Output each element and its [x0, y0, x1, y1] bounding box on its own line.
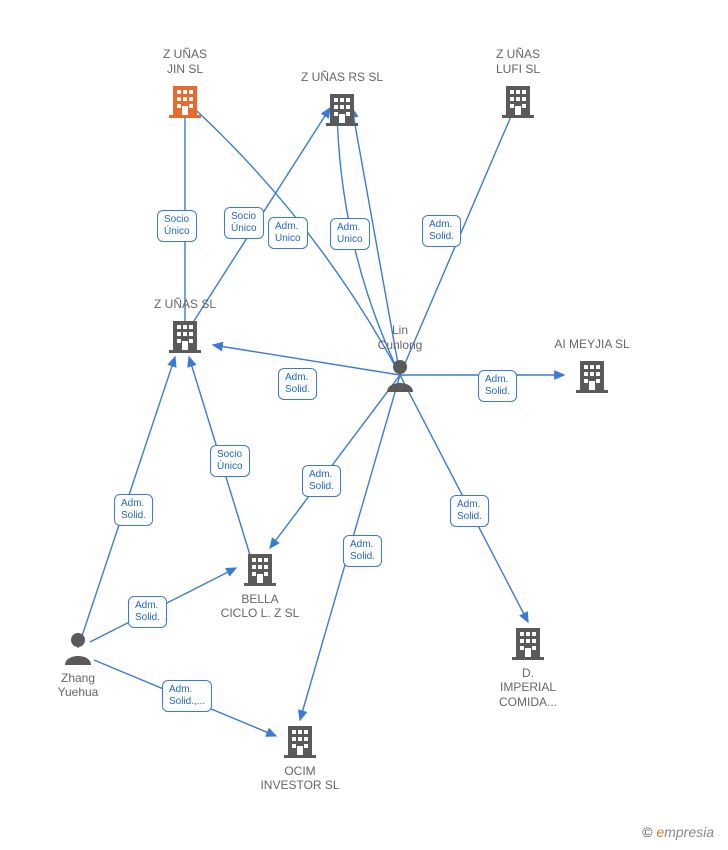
node-label: AI MEYJIA SL: [554, 337, 629, 351]
building-icon: [500, 82, 536, 118]
edge-label: Socio Único: [224, 207, 264, 239]
node-ocim[interactable]: OCIM INVESTOR SL: [260, 722, 339, 793]
edge-label: Adm. Solid.: [128, 596, 167, 628]
building-icon: [510, 624, 546, 660]
diagram-canvas: Z UÑAS JIN SL Z UÑAS RS SL Z UÑAS LUFI S…: [0, 0, 728, 850]
node-bella[interactable]: BELLA CICLO L. Z SL: [221, 550, 300, 621]
node-zhang[interactable]: Zhang Yuehua: [58, 631, 99, 700]
node-label: Z UÑAS JIN SL: [163, 47, 207, 76]
node-label: D. IMPERIAL COMIDA...: [499, 666, 557, 709]
copyright-symbol: ©: [642, 824, 652, 840]
building-icon: [242, 550, 278, 586]
edge: [270, 375, 400, 548]
node-label: Zhang Yuehua: [58, 671, 99, 700]
node-aimeyjia[interactable]: AI MEYJIA SL: [554, 337, 629, 393]
node-zunas_rs[interactable]: Z UÑAS RS SL: [301, 70, 383, 126]
node-label: Z UÑAS SL: [154, 297, 216, 311]
edge-label: Adm. Solid.,...: [162, 680, 212, 712]
building-icon: [167, 82, 203, 118]
edge-label: Socio Único: [210, 445, 250, 477]
building-icon: [167, 317, 203, 353]
building-icon: [574, 357, 610, 393]
node-label: OCIM INVESTOR SL: [260, 764, 339, 793]
node-label: Z UÑAS RS SL: [301, 70, 383, 84]
edge-label: Adm. Unico: [330, 218, 370, 250]
building-icon: [324, 90, 360, 126]
edge-label: Adm. Solid.: [422, 215, 461, 247]
node-zunas_lufi[interactable]: Z UÑAS LUFI SL: [496, 47, 540, 118]
edge-label: Adm. Solid.: [278, 368, 317, 400]
node-zunas[interactable]: Z UÑAS SL: [154, 297, 216, 353]
edge-label: Adm. Solid.: [478, 370, 517, 402]
building-icon: [282, 722, 318, 758]
node-zunas_jin[interactable]: Z UÑAS JIN SL: [163, 47, 207, 118]
edge-label: Adm. Unico: [268, 217, 308, 249]
edge-label: Adm. Solid.: [302, 465, 341, 497]
node-label: Lin Cunlong: [378, 323, 423, 352]
brand-rest: mpresia: [664, 824, 714, 840]
person-icon: [63, 631, 93, 665]
node-lin[interactable]: Lin Cunlong: [378, 323, 423, 392]
edges-layer: [0, 0, 728, 850]
node-label: Z UÑAS LUFI SL: [496, 47, 540, 76]
edge-label: Adm. Solid.: [343, 535, 382, 567]
person-icon: [385, 358, 415, 392]
edge-label: Socio Único: [157, 210, 197, 242]
node-label: BELLA CICLO L. Z SL: [221, 592, 300, 621]
copyright: © empresia: [642, 824, 714, 840]
edge-label: Adm. Solid.: [450, 495, 489, 527]
edge-label: Adm. Solid.: [114, 494, 153, 526]
node-dimperial[interactable]: D. IMPERIAL COMIDA...: [499, 624, 557, 709]
